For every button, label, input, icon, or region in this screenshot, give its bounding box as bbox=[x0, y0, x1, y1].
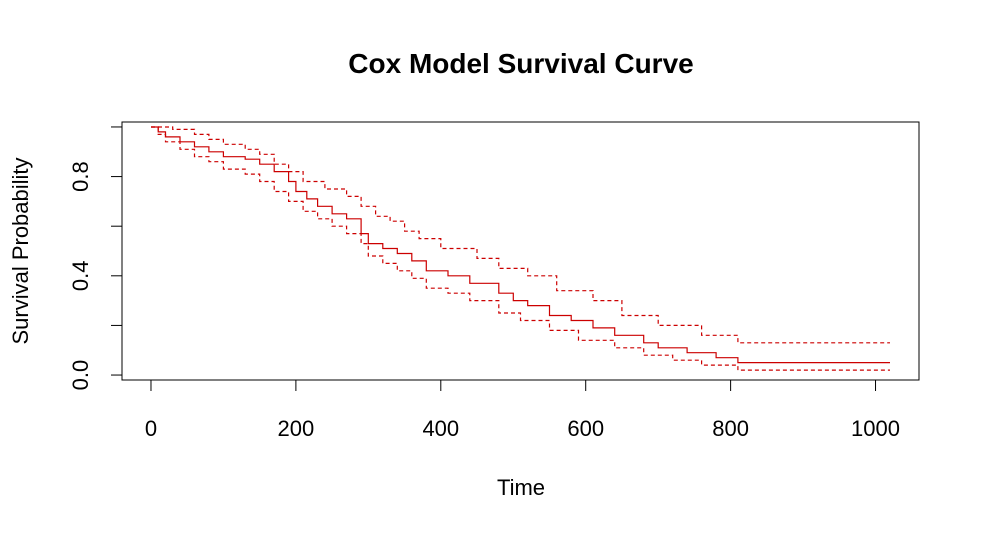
y-axis: 0.0 0.4 0.8 bbox=[68, 126, 123, 391]
y-tick-label: 0.4 bbox=[68, 261, 93, 292]
survival-curves bbox=[151, 126, 890, 371]
x-tick-label: 600 bbox=[567, 416, 604, 441]
x-tick-label: 0 bbox=[145, 416, 157, 441]
upper-curve bbox=[151, 126, 890, 344]
x-tick-label: 200 bbox=[278, 416, 315, 441]
y-axis-label: Survival Probability bbox=[8, 157, 33, 344]
chart-title: Cox Model Survival Curve bbox=[348, 48, 693, 79]
y-tick-label: 0.8 bbox=[68, 161, 93, 192]
plot-box bbox=[121, 121, 920, 381]
x-axis-label: Time bbox=[497, 475, 545, 500]
x-tick-label: 1000 bbox=[851, 416, 900, 441]
y-tick-label: 0.0 bbox=[68, 360, 93, 391]
x-tick-label: 400 bbox=[422, 416, 459, 441]
lower-curve bbox=[151, 126, 890, 371]
x-tick-label: 800 bbox=[712, 416, 749, 441]
x-axis: 0 200 400 600 800 1000 bbox=[145, 379, 900, 441]
estimate-curve bbox=[151, 126, 890, 364]
